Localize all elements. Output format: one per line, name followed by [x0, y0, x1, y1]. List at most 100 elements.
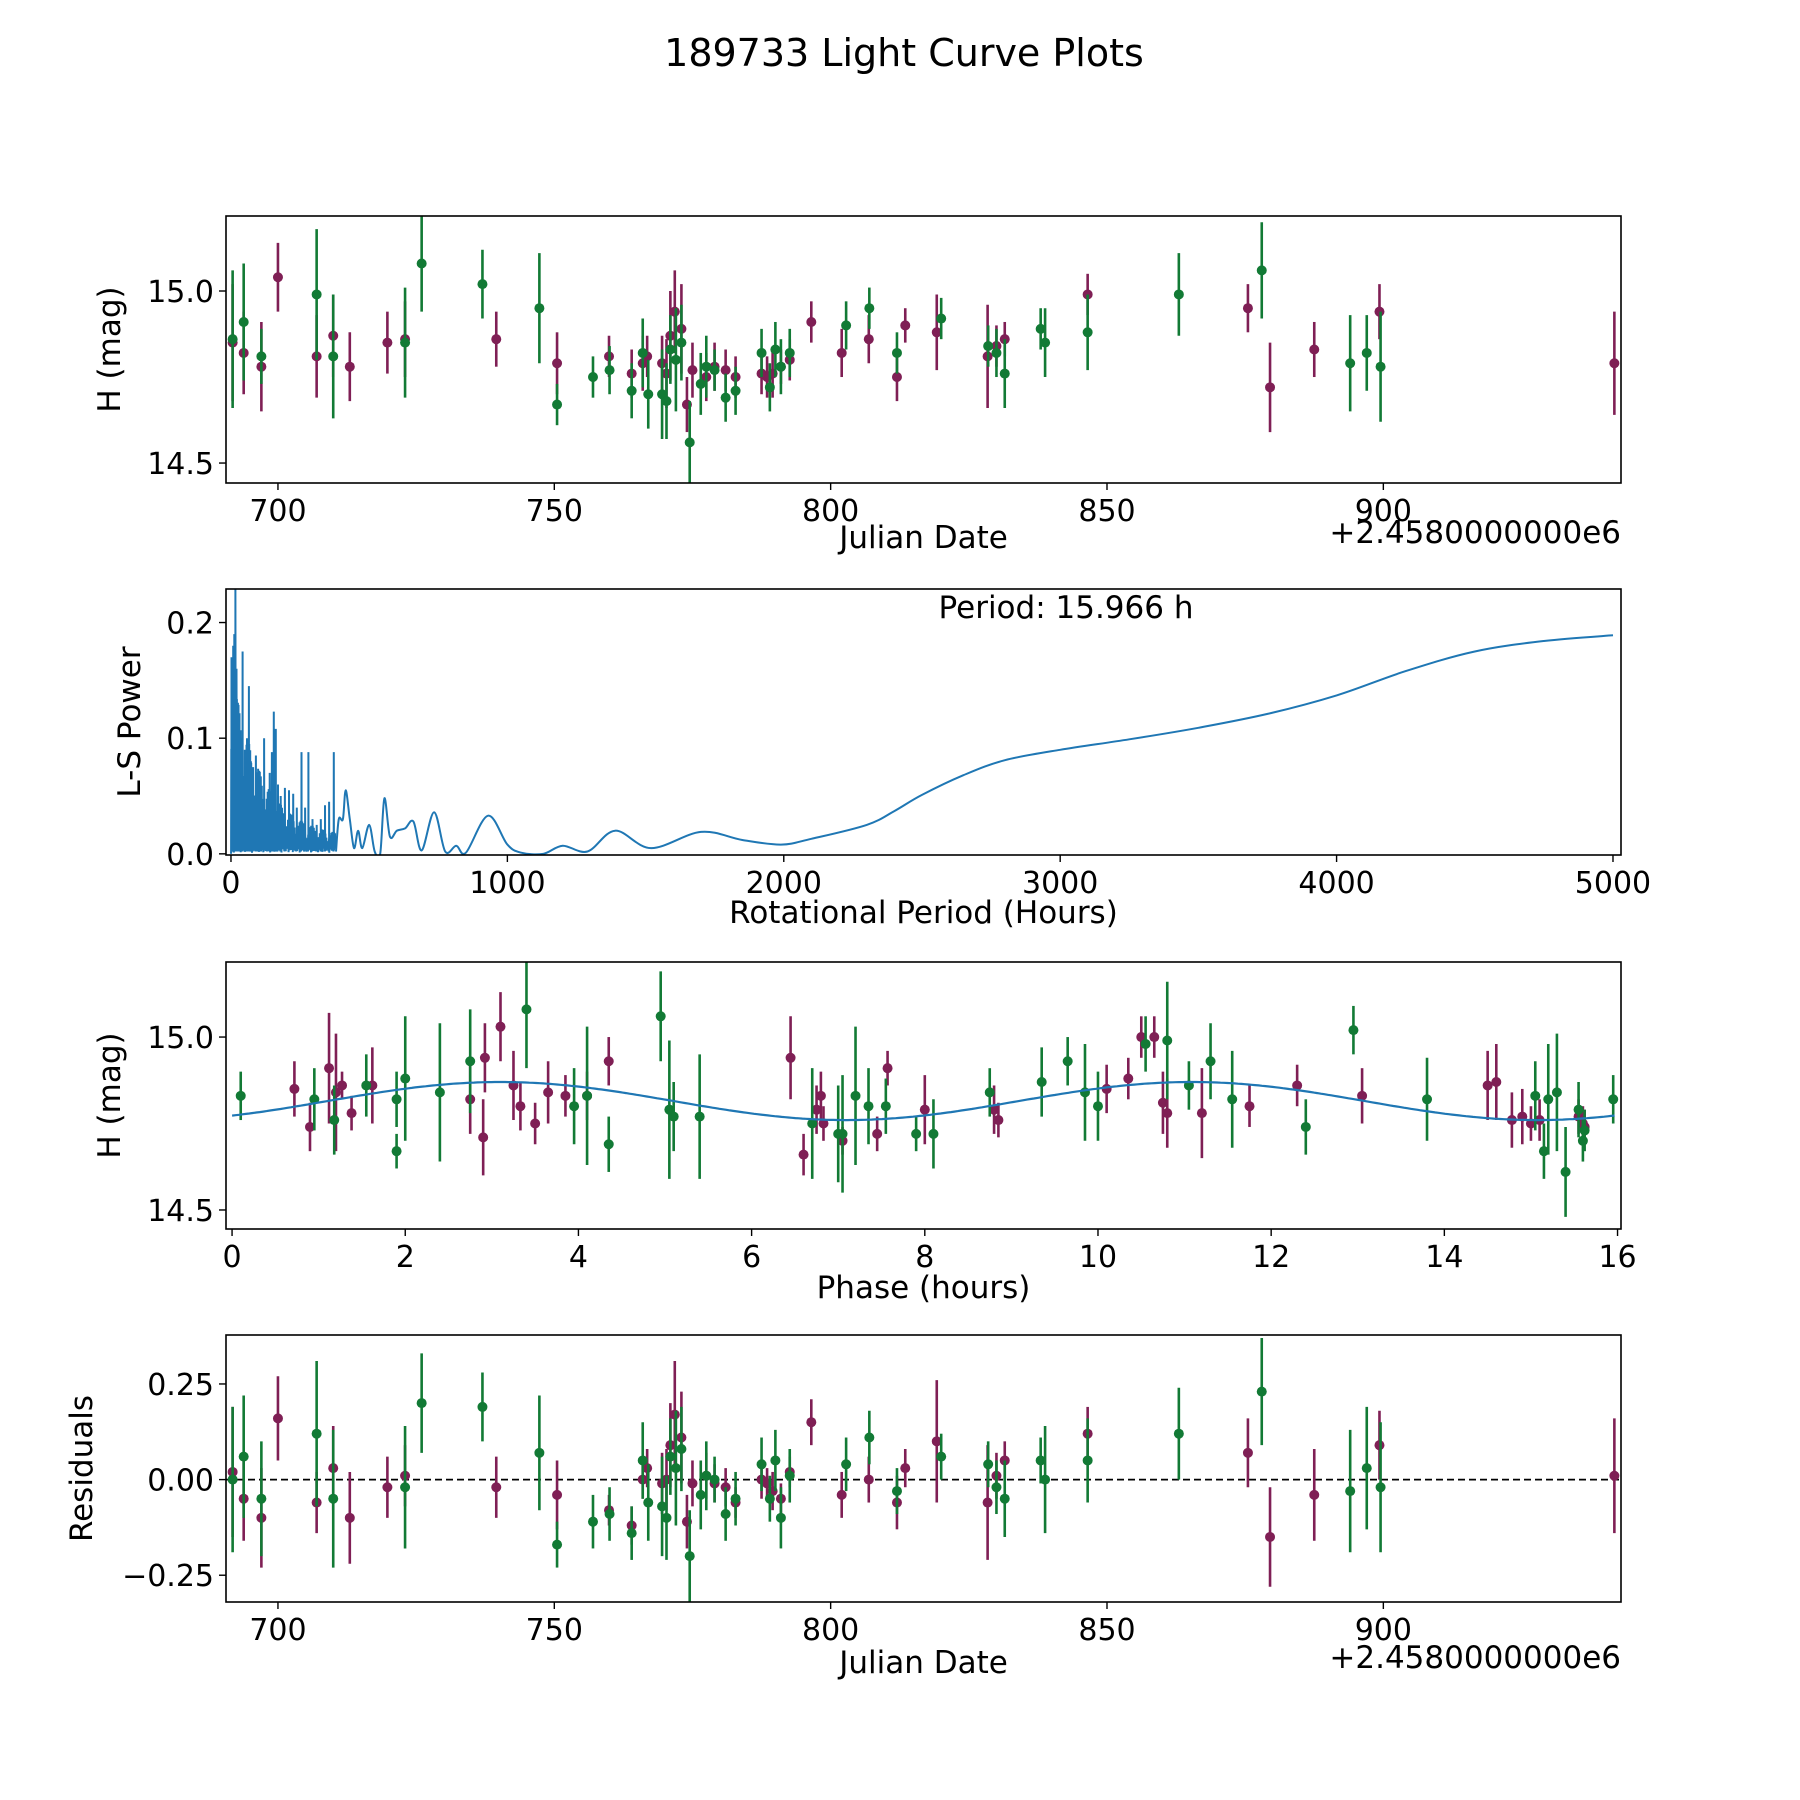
data-point: [534, 303, 545, 314]
data-point: [1530, 1090, 1541, 1101]
x-tick-label: 2000: [746, 866, 822, 901]
data-point: [1579, 1125, 1590, 1136]
data-point: [665, 344, 676, 355]
data-point: [841, 1459, 852, 1470]
x-tick-label: 3000: [1022, 866, 1098, 901]
data-point: [701, 1470, 712, 1481]
data-point: [657, 1501, 668, 1512]
data-point: [626, 385, 637, 396]
data-point: [684, 437, 695, 448]
data-point: [391, 1094, 402, 1105]
data-point: [1375, 1482, 1386, 1493]
data-point: [931, 1436, 942, 1447]
data-point: [931, 327, 942, 338]
data-point: [477, 279, 488, 290]
y-axis-label: L-S Power: [112, 646, 148, 797]
data-point: [1609, 1470, 1620, 1481]
x-axis-label: Julian Date: [837, 1645, 1008, 1681]
data-point: [1292, 1080, 1303, 1091]
data-point: [720, 365, 731, 376]
data-point: [864, 303, 875, 314]
data-point: [676, 337, 687, 348]
data-point: [864, 1432, 875, 1443]
data-point: [324, 1063, 335, 1074]
x-tick-label: 800: [802, 494, 859, 529]
data-point: [928, 1128, 939, 1139]
data-point: [1348, 1025, 1359, 1036]
data-point: [694, 1111, 705, 1122]
data-point: [311, 1428, 322, 1439]
data-point: [530, 1118, 541, 1129]
data-point: [637, 1455, 648, 1466]
model-fit-curve: [231, 1080, 1615, 1122]
data-point: [1265, 1531, 1276, 1542]
x-tick-label: 4000: [1298, 866, 1374, 901]
data-point: [983, 1459, 994, 1470]
data-point: [661, 396, 672, 407]
data-point: [670, 354, 681, 365]
data-point: [1256, 265, 1267, 276]
data-point: [311, 289, 322, 300]
data-point: [806, 1417, 817, 1428]
data-point: [1040, 337, 1051, 348]
data-point: [701, 361, 712, 372]
data-point: [882, 1063, 893, 1074]
data-point: [684, 1551, 695, 1562]
data-point: [709, 1474, 720, 1485]
periodogram-plot-area: [230, 589, 1614, 855]
data-point: [1309, 1489, 1320, 1500]
data-point: [999, 1493, 1010, 1504]
data-point: [756, 347, 767, 358]
data-point: [1577, 1135, 1588, 1146]
data-point: [1543, 1094, 1554, 1105]
data-point: [993, 1115, 1004, 1126]
data-point: [603, 1139, 614, 1150]
data-point: [891, 347, 902, 358]
x-axis-label: Rotational Period (Hours): [729, 895, 1118, 931]
figure-title: 189733 Light Curve Plots: [664, 31, 1144, 75]
data-point: [1149, 1032, 1160, 1043]
data-point: [416, 1398, 427, 1409]
series-band_a: [289, 992, 1590, 1176]
data-point: [1062, 1056, 1073, 1067]
data-point: [1157, 1097, 1168, 1108]
phased-plot-area: [231, 962, 1619, 1217]
data-point: [434, 1087, 445, 1098]
data-point: [304, 1121, 315, 1132]
data-point: [1227, 1094, 1238, 1105]
data-point: [770, 1455, 781, 1466]
data-point: [936, 313, 947, 324]
x-offset-label: +2.4580000000e6: [1329, 515, 1621, 551]
data-point: [329, 1115, 340, 1126]
data-point: [709, 365, 720, 376]
data-point: [521, 1004, 532, 1015]
data-point: [465, 1056, 476, 1067]
data-point: [238, 316, 249, 327]
x-tick-label: 850: [1078, 494, 1135, 529]
data-point: [670, 1463, 681, 1474]
data-point: [991, 347, 1002, 358]
data-point: [863, 1474, 874, 1485]
data-point: [534, 1447, 545, 1458]
data-point: [863, 1101, 874, 1112]
data-point: [806, 316, 817, 327]
x-tick-label: 800: [802, 1613, 859, 1648]
data-point: [1035, 1455, 1046, 1466]
data-point: [289, 1083, 300, 1094]
data-point: [991, 1482, 1002, 1493]
period-annotation: Period: 15.966 h: [939, 590, 1194, 626]
x-tick-label: 700: [249, 1613, 306, 1648]
data-point: [1162, 1035, 1173, 1046]
x-axis-label: Julian Date: [837, 520, 1008, 556]
data-point: [785, 1052, 796, 1063]
data-point: [989, 1104, 1000, 1115]
x-tick-label: 5000: [1575, 866, 1651, 901]
data-point: [880, 1101, 891, 1112]
data-point: [863, 334, 874, 345]
data-point: [891, 1486, 902, 1497]
data-point: [552, 399, 563, 410]
data-point: [775, 361, 786, 372]
data-point: [841, 320, 852, 331]
data-point: [1608, 1094, 1619, 1105]
data-point: [811, 1104, 822, 1115]
